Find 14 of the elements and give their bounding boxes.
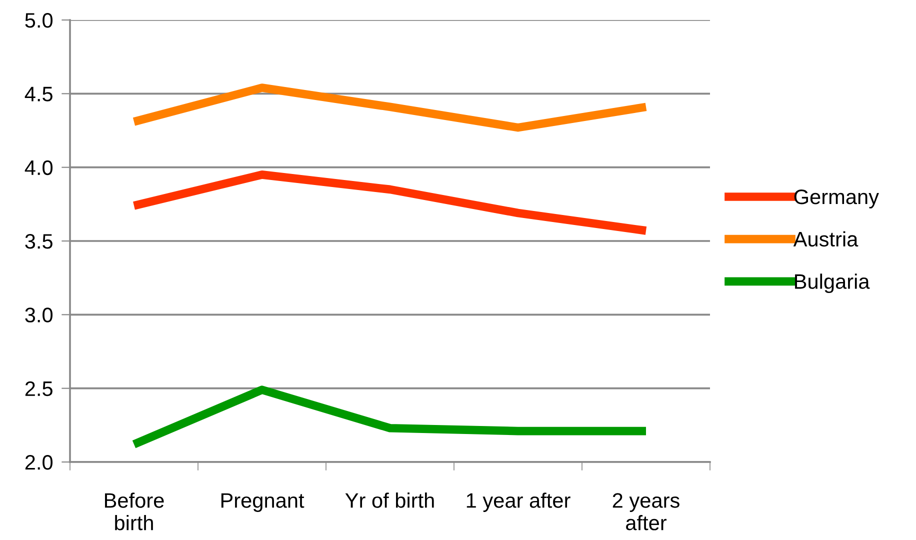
y-tick-label: 5.0 <box>25 13 53 28</box>
x-tick-label: 2 years after <box>612 493 680 530</box>
x-tick-label: Before birth <box>105 492 164 530</box>
y-tick-label: 4.0 <box>24 160 53 176</box>
x-tick-label: 1 year after <box>466 492 570 512</box>
x-tick-label: Pregnant <box>221 493 304 512</box>
y-tick-label: 2.0 <box>25 455 53 470</box>
y-tick-label: 3.0 <box>25 308 53 322</box>
y-tick-label: 4.5 <box>24 86 52 102</box>
y-tick-label: 3.5 <box>25 234 52 249</box>
y-tick-label: 2.5 <box>25 381 52 396</box>
legend-label: Bulgaria <box>795 274 870 294</box>
x-tick-label: Yr of birth <box>345 492 434 508</box>
legend-label: Germany <box>794 190 879 208</box>
